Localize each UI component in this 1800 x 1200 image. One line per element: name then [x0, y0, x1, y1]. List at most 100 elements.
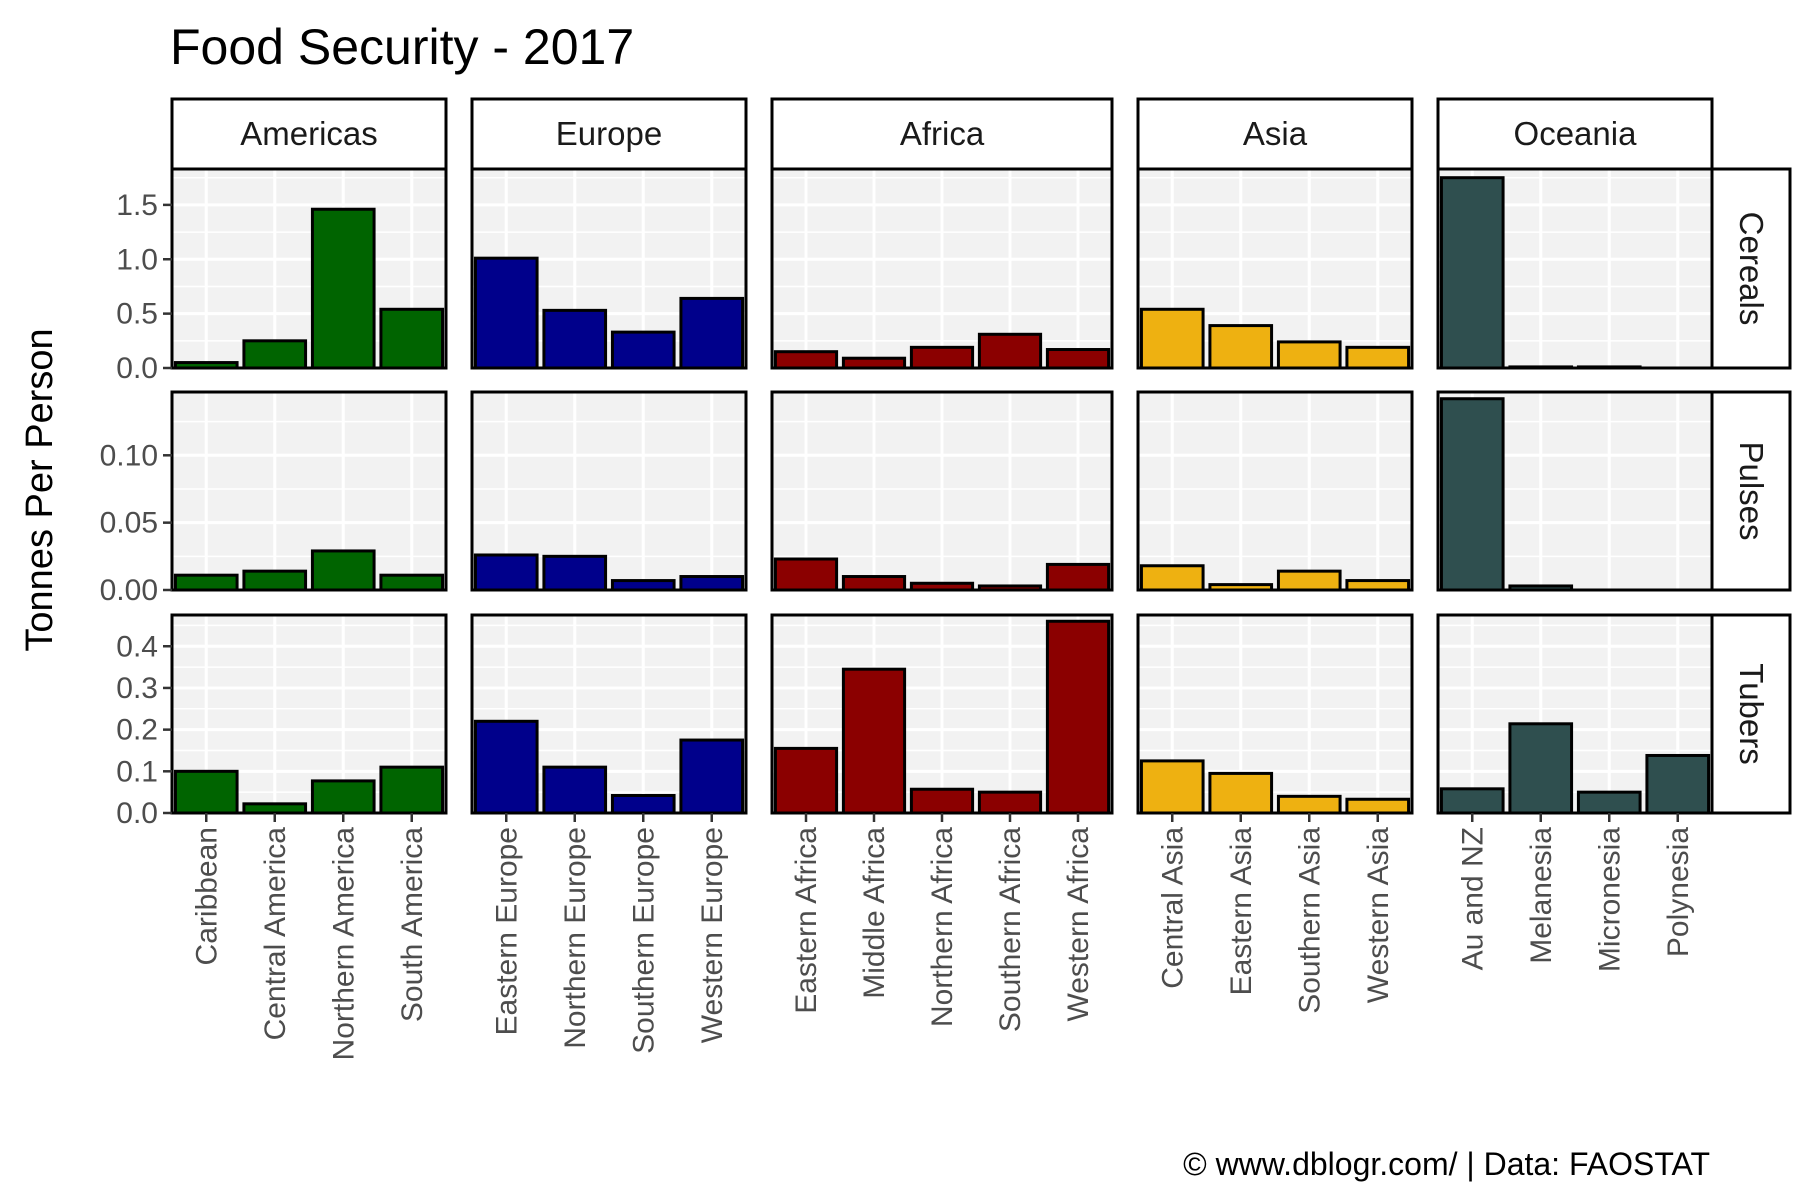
- facet-grid: Americas 0.0 0.5 1.0 1.5 0.00 0.05 0.10 0.0 0.1 0.…: [100, 99, 1790, 1060]
- strip-label-cereals: Cereals: [1733, 212, 1770, 326]
- bar-au-and-nz-tubers: [1441, 789, 1503, 813]
- panel-africa-pulses: [772, 392, 1112, 590]
- panel-oceania-cereals: [1438, 169, 1712, 368]
- panel-asia-tubers: [1138, 615, 1412, 813]
- y-tick-label: 1.5: [116, 189, 158, 222]
- strip-label-pulses: Pulses: [1733, 441, 1770, 540]
- x-tick-label-melanesia: Melanesia: [1525, 827, 1558, 964]
- bar-western-africa-cereals: [1047, 350, 1108, 368]
- bar-southern-asia-cereals: [1278, 342, 1340, 368]
- x-tick-label-polynesia: Polynesia: [1662, 827, 1695, 957]
- y-tick-label: 0.0: [116, 352, 158, 385]
- bar-eastern-asia-cereals: [1210, 326, 1272, 368]
- bar-northern-america-tubers: [312, 781, 374, 813]
- y-tick-label: 0.10: [100, 439, 158, 472]
- bar-northern-africa-tubers: [911, 789, 972, 813]
- bar-micronesia-tubers: [1578, 792, 1640, 813]
- bar-eastern-europe-pulses: [475, 555, 537, 590]
- panel-americas-cereals: [172, 169, 446, 368]
- bar-middle-africa-tubers: [843, 669, 904, 813]
- y-tick-label: 0.2: [116, 714, 158, 747]
- x-tick-label-northern-europe: Northern Europe: [559, 827, 592, 1049]
- strip-label-tubers: Tubers: [1733, 663, 1770, 764]
- bar-eastern-asia-tubers: [1210, 773, 1272, 813]
- bar-caribbean-tubers: [175, 771, 237, 813]
- bar-southern-asia-tubers: [1278, 796, 1340, 813]
- strip-label-europe: Europe: [556, 115, 662, 152]
- y-axis-title: Tonnes Per Person: [19, 328, 61, 651]
- bar-northern-europe-pulses: [544, 556, 606, 590]
- y-tick-label: 0.5: [116, 298, 158, 331]
- bar-western-asia-cereals: [1347, 347, 1409, 368]
- bar-southern-europe-cereals: [612, 332, 674, 368]
- x-tick-label-central-america: Central America: [259, 827, 292, 1041]
- bar-eastern-europe-tubers: [475, 721, 537, 813]
- y-tick-label: 0.0: [116, 797, 158, 830]
- bar-polynesia-tubers: [1647, 755, 1709, 813]
- bar-caribbean-pulses: [175, 575, 237, 590]
- x-tick-label-eastern-asia: Eastern Asia: [1225, 827, 1258, 996]
- panel-europe-pulses: [472, 392, 746, 590]
- bar-western-africa-tubers: [1047, 621, 1108, 813]
- bar-western-asia-tubers: [1347, 799, 1409, 813]
- panel-africa-tubers: [772, 615, 1112, 813]
- chart-caption: © www.dblogr.com/ | Data: FAOSTAT: [1183, 1146, 1710, 1182]
- y-tick-label: 0.3: [116, 672, 158, 705]
- strip-label-oceania: Oceania: [1514, 115, 1638, 152]
- chart-title: Food Security - 2017: [170, 19, 634, 75]
- bar-central-asia-pulses: [1141, 566, 1203, 590]
- x-tick-label-eastern-africa: Eastern Africa: [790, 827, 823, 1014]
- bar-southern-europe-tubers: [612, 795, 674, 813]
- x-tick-label-south-america: South America: [396, 827, 429, 1022]
- bar-south-america-pulses: [381, 575, 443, 590]
- x-tick-label-caribbean: Caribbean: [190, 827, 223, 965]
- bar-central-asia-cereals: [1141, 309, 1203, 368]
- bar-southern-africa-tubers: [979, 792, 1040, 813]
- x-tick-label-central-asia: Central Asia: [1156, 827, 1189, 989]
- panel-asia-pulses: [1138, 392, 1412, 590]
- x-tick-label-au-and-nz: Au and NZ: [1456, 827, 1489, 970]
- strip-label-americas: Americas: [240, 115, 378, 152]
- x-tick-label-western-europe: Western Europe: [696, 827, 729, 1043]
- x-tick-label-western-asia: Western Asia: [1362, 827, 1395, 1004]
- bar-southern-africa-cereals: [979, 334, 1040, 368]
- bar-western-europe-cereals: [681, 298, 743, 368]
- x-tick-label-southern-europe: Southern Europe: [627, 827, 660, 1054]
- x-tick-label-eastern-europe: Eastern Europe: [490, 827, 523, 1035]
- bar-western-europe-pulses: [681, 577, 743, 590]
- strip-label-africa: Africa: [900, 115, 985, 152]
- bar-eastern-africa-tubers: [775, 748, 836, 813]
- x-tick-label-northern-africa: Northern Africa: [926, 827, 959, 1027]
- x-tick-label-northern-america: Northern America: [327, 827, 360, 1061]
- bar-western-africa-pulses: [1047, 564, 1108, 590]
- bar-au-and-nz-pulses: [1441, 399, 1503, 590]
- x-tick-label-micronesia: Micronesia: [1593, 827, 1626, 972]
- x-tick-label-southern-africa: Southern Africa: [994, 827, 1027, 1032]
- strip-label-asia: Asia: [1243, 115, 1308, 152]
- x-tick-label-southern-asia: Southern Asia: [1293, 827, 1326, 1014]
- y-tick-label: 0.1: [116, 755, 158, 788]
- bar-northern-europe-tubers: [544, 767, 606, 813]
- bar-western-europe-tubers: [681, 740, 743, 813]
- panel-europe-tubers: [472, 615, 746, 813]
- y-tick-label: 0.05: [100, 507, 158, 540]
- bar-northern-america-cereals: [312, 209, 374, 368]
- panel-africa-cereals: [772, 169, 1112, 368]
- x-tick-label-western-africa: Western Africa: [1062, 827, 1095, 1022]
- x-tick-label-middle-africa: Middle Africa: [858, 827, 891, 999]
- panel-asia-cereals: [1138, 169, 1412, 368]
- panel-europe-cereals: [472, 169, 746, 368]
- bar-southern-asia-pulses: [1278, 571, 1340, 590]
- bar-melanesia-tubers: [1510, 724, 1572, 813]
- bar-middle-africa-pulses: [843, 577, 904, 590]
- bar-south-america-tubers: [381, 767, 443, 813]
- panel-americas-pulses: [172, 392, 446, 590]
- bar-eastern-africa-cereals: [775, 352, 836, 368]
- bar-central-asia-tubers: [1141, 761, 1203, 813]
- y-tick-label: 1.0: [116, 243, 158, 276]
- bar-south-america-cereals: [381, 309, 443, 368]
- bar-northern-america-pulses: [312, 551, 374, 590]
- bar-central-america-cereals: [244, 341, 306, 368]
- panel-oceania-tubers: [1438, 615, 1712, 813]
